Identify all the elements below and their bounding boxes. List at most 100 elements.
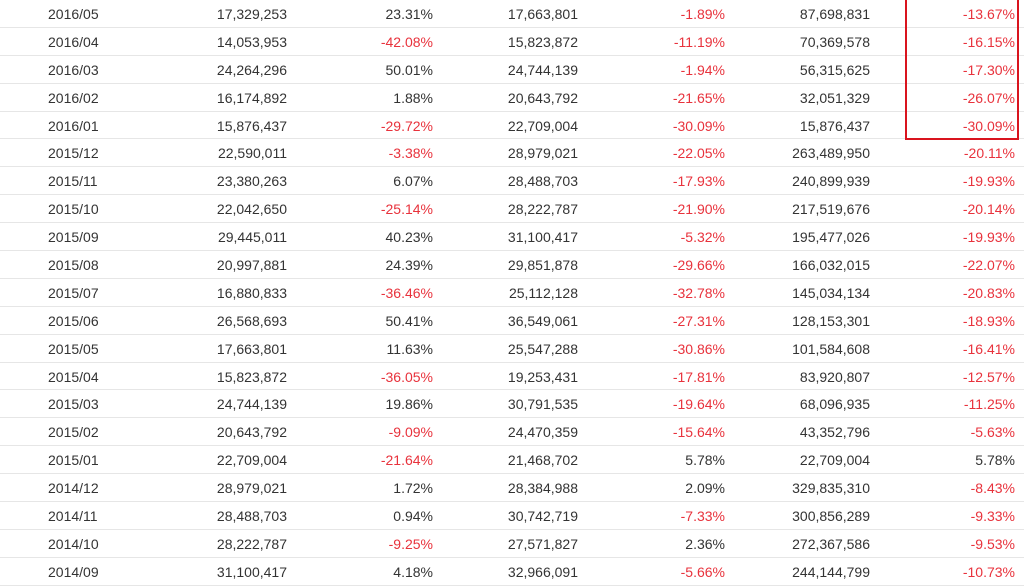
period-cell: 2016/01	[48, 117, 99, 134]
value-cell: 28,488,703	[216, 508, 287, 525]
percent-cell: -20.14%	[962, 201, 1015, 218]
table-row: 2015/10 22,042,650 -25.14% 28,222,787 -21.90…	[0, 195, 1024, 224]
percent-cell: 4.18%	[393, 563, 433, 580]
percent-cell: 2.36%	[685, 535, 725, 552]
percent-cell: 40.23%	[385, 229, 433, 246]
value-cell: 24,744,139	[507, 61, 578, 78]
percent-cell: 50.01%	[385, 61, 433, 78]
percent-cell: -30.86%	[672, 340, 725, 357]
period-cell: 2015/08	[48, 257, 99, 274]
table-row: 2016/01 15,876,437 -29.72% 22,709,004 -30.09…	[0, 112, 1024, 140]
percent-cell: -18.93%	[962, 312, 1015, 329]
percent-cell: 24.39%	[385, 257, 433, 274]
table-row: 2016/05 17,329,253 23.31% 17,663,801 -1.89% 8…	[0, 0, 1024, 28]
percent-cell: -9.33%	[970, 508, 1015, 525]
period-cell: 2015/09	[48, 229, 99, 246]
percent-cell: 50.41%	[385, 312, 433, 329]
value-cell: 101,584,608	[792, 340, 870, 357]
percent-cell: -5.66%	[680, 563, 725, 580]
percent-cell: -36.46%	[380, 284, 433, 301]
table-row: 2015/11 23,380,263 6.07% 28,488,703 -17.93% 2…	[0, 167, 1024, 196]
value-cell: 300,856,289	[792, 508, 870, 525]
value-cell: 17,663,801	[216, 340, 287, 357]
percent-cell: -9.09%	[388, 424, 433, 441]
period-cell: 2014/11	[48, 508, 98, 525]
percent-cell: -5.32%	[680, 229, 725, 246]
value-cell: 329,835,310	[792, 480, 870, 497]
percent-cell: 19.86%	[385, 396, 433, 413]
period-cell: 2015/03	[48, 396, 99, 413]
percent-cell: 5.78%	[975, 452, 1015, 469]
value-cell: 22,042,650	[216, 201, 287, 218]
value-cell: 28,384,988	[507, 480, 578, 497]
value-cell: 32,051,329	[799, 89, 870, 106]
value-cell: 30,791,535	[507, 396, 578, 413]
percent-cell: -10.73%	[962, 563, 1015, 580]
value-cell: 27,571,827	[507, 535, 578, 552]
value-cell: 20,643,792	[216, 424, 287, 441]
value-cell: 24,470,359	[507, 424, 578, 441]
value-cell: 28,222,787	[507, 201, 578, 218]
percent-cell: -9.53%	[970, 535, 1015, 552]
period-cell: 2014/12	[48, 480, 99, 497]
percent-cell: -25.14%	[380, 201, 433, 218]
table-row: 2014/09 31,100,417 4.18% 32,966,091 -5.66% 24…	[0, 558, 1024, 586]
value-cell: 68,096,935	[799, 396, 870, 413]
percent-cell: 0.94%	[393, 508, 433, 525]
value-cell: 23,380,263	[216, 173, 287, 190]
percent-cell: -1.89%	[680, 6, 725, 22]
value-cell: 24,744,139	[216, 396, 287, 413]
value-cell: 28,979,021	[507, 145, 578, 162]
period-cell: 2015/12	[48, 145, 99, 162]
percent-cell: -15.64%	[672, 424, 725, 441]
table-row: 2014/12 28,979,021 1.72% 28,384,988 2.09% 329…	[0, 474, 1024, 503]
value-cell: 22,709,004	[799, 452, 870, 469]
value-cell: 240,899,939	[792, 173, 870, 190]
percent-cell: -13.67%	[962, 6, 1015, 22]
period-cell: 2015/01	[48, 452, 99, 469]
percent-cell: -16.41%	[962, 340, 1015, 357]
value-cell: 30,742,719	[507, 508, 578, 525]
percent-cell: -21.64%	[380, 452, 433, 469]
value-cell: 166,032,015	[792, 257, 870, 274]
percent-cell: -29.72%	[380, 117, 433, 134]
percent-cell: -19.93%	[962, 229, 1015, 246]
value-cell: 17,329,253	[216, 6, 287, 22]
period-cell: 2015/11	[48, 173, 98, 190]
percent-cell: -21.90%	[672, 201, 725, 218]
period-cell: 2016/05	[48, 6, 99, 22]
value-cell: 20,643,792	[507, 89, 578, 106]
value-cell: 15,876,437	[799, 117, 870, 134]
percent-cell: -26.07%	[962, 89, 1015, 106]
period-cell: 2015/07	[48, 284, 99, 301]
value-cell: 22,590,011	[217, 145, 287, 162]
table-row: 2015/07 16,880,833 -36.46% 25,112,128 -32.78…	[0, 279, 1024, 307]
percent-cell: -29.66%	[672, 257, 725, 274]
percent-cell: -27.31%	[672, 312, 725, 329]
value-cell: 14,053,953	[216, 33, 287, 50]
table-row: 2015/03 24,744,139 19.86% 30,791,535 -19.64%…	[0, 390, 1024, 419]
percent-cell: -5.63%	[970, 424, 1015, 441]
table-row: 2015/04 15,823,872 -36.05% 19,253,431 -17.81…	[0, 363, 1024, 391]
percent-cell: 2.09%	[685, 480, 725, 497]
percent-cell: -30.09%	[672, 117, 725, 134]
percent-cell: -19.93%	[962, 173, 1015, 190]
value-cell: 29,445,011	[217, 229, 287, 246]
value-cell: 16,174,892	[216, 89, 287, 106]
value-cell: 15,876,437	[216, 117, 287, 134]
percent-cell: -22.05%	[672, 145, 725, 162]
percent-cell: -3.38%	[388, 145, 433, 162]
value-cell: 128,153,301	[792, 312, 870, 329]
percent-cell: -22.07%	[962, 257, 1015, 274]
value-cell: 32,966,091	[507, 563, 578, 580]
value-cell: 31,100,417	[507, 229, 578, 246]
percent-cell: 5.78%	[685, 452, 725, 469]
percent-cell: 23.31%	[385, 6, 433, 22]
period-cell: 2016/03	[48, 61, 99, 78]
value-cell: 17,663,801	[507, 6, 578, 22]
percent-cell: -17.81%	[672, 368, 725, 385]
value-cell: 20,997,881	[216, 257, 287, 274]
table-row: 2016/03 24,264,296 50.01% 24,744,139 -1.94% 5…	[0, 56, 1024, 84]
percent-cell: -42.08%	[380, 33, 433, 50]
period-cell: 2014/09	[48, 563, 99, 580]
